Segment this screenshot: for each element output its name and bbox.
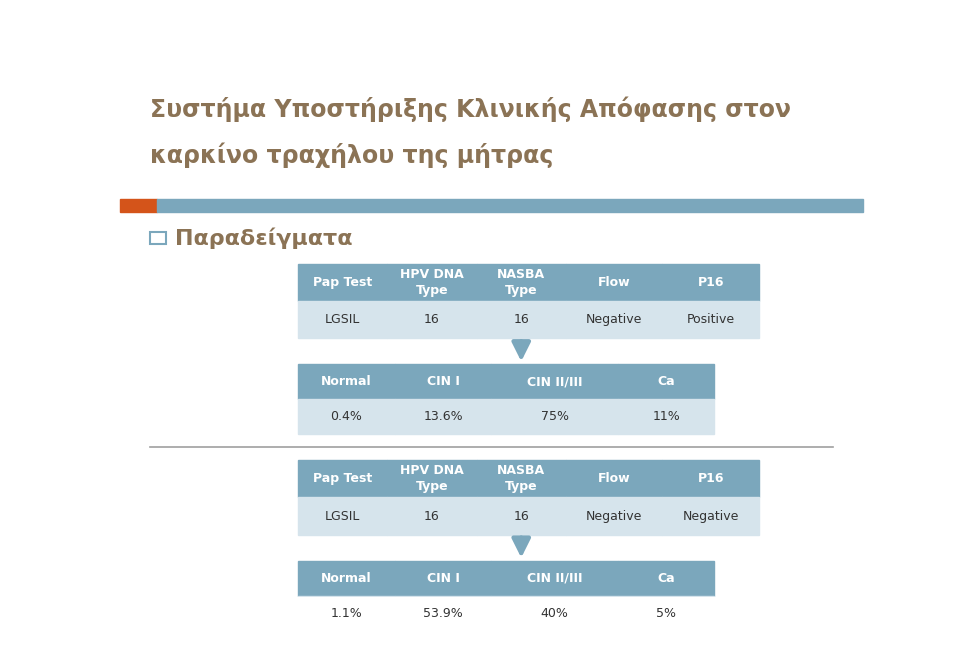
- Bar: [477, 460, 566, 497]
- Bar: [298, 596, 395, 631]
- Bar: [387, 460, 477, 497]
- Bar: [298, 460, 387, 497]
- Bar: [618, 364, 714, 399]
- Text: CIN II/III: CIN II/III: [526, 375, 582, 389]
- Text: NASBA
Type: NASBA Type: [497, 268, 546, 297]
- Text: 11%: 11%: [652, 411, 680, 423]
- Text: Pap Test: Pap Test: [314, 276, 372, 289]
- Bar: [492, 560, 618, 596]
- Text: Ca: Ca: [657, 375, 675, 389]
- Bar: [395, 596, 492, 631]
- Bar: [663, 301, 760, 338]
- Text: καρκίνο τραχήλου της μήτρας: καρκίνο τραχήλου της μήτρας: [150, 142, 553, 168]
- Text: 40%: 40%: [541, 607, 569, 620]
- Text: P16: P16: [697, 472, 724, 485]
- Bar: [395, 364, 492, 399]
- Bar: [387, 264, 477, 301]
- Text: Negative: Negative: [683, 509, 739, 523]
- Text: Normal: Normal: [321, 375, 372, 389]
- Text: Παραδείγματα: Παραδείγματα: [175, 227, 352, 249]
- Text: 16: 16: [513, 509, 529, 523]
- Bar: [120, 199, 157, 212]
- Text: 75%: 75%: [541, 411, 569, 423]
- Text: 5%: 5%: [656, 607, 676, 620]
- Bar: [395, 560, 492, 596]
- Text: Negative: Negative: [586, 313, 643, 326]
- Text: 16: 16: [424, 313, 440, 326]
- Bar: [618, 560, 714, 596]
- Text: Negative: Negative: [586, 509, 643, 523]
- Text: Flow: Flow: [597, 472, 630, 485]
- Bar: [663, 264, 760, 301]
- Text: 13.6%: 13.6%: [423, 411, 463, 423]
- Text: LGSIL: LGSIL: [325, 313, 361, 326]
- Bar: [566, 264, 663, 301]
- Text: LGSIL: LGSIL: [325, 509, 361, 523]
- Bar: [663, 460, 760, 497]
- Text: Flow: Flow: [597, 276, 630, 289]
- Text: CIN I: CIN I: [427, 375, 459, 389]
- Text: Positive: Positive: [687, 313, 735, 326]
- Text: Pap Test: Pap Test: [314, 472, 372, 485]
- Text: HPV DNA
Type: HPV DNA Type: [400, 464, 464, 493]
- Text: HPV DNA
Type: HPV DNA Type: [400, 268, 464, 297]
- Text: P16: P16: [697, 276, 724, 289]
- Text: Ca: Ca: [657, 572, 675, 584]
- Bar: [298, 560, 395, 596]
- Text: NASBA
Type: NASBA Type: [497, 464, 546, 493]
- Text: CIN II/III: CIN II/III: [526, 572, 582, 584]
- Text: Normal: Normal: [321, 572, 372, 584]
- Bar: [298, 301, 387, 338]
- Bar: [566, 497, 663, 535]
- Bar: [298, 399, 395, 434]
- Bar: [492, 364, 618, 399]
- Bar: [477, 497, 566, 535]
- Text: Συστήμα Υποστήριξης Κλινικής Απόφασης στον: Συστήμα Υποστήριξης Κλινικής Απόφασης στ…: [150, 96, 790, 121]
- Bar: [566, 301, 663, 338]
- Bar: [298, 264, 387, 301]
- Text: 16: 16: [513, 313, 529, 326]
- Bar: [157, 199, 863, 212]
- Bar: [395, 399, 492, 434]
- Bar: [618, 596, 714, 631]
- Bar: [298, 497, 387, 535]
- Bar: [387, 497, 477, 535]
- Text: 16: 16: [424, 509, 440, 523]
- Text: CIN I: CIN I: [427, 572, 459, 584]
- Bar: [298, 364, 395, 399]
- Bar: [477, 301, 566, 338]
- Bar: [492, 596, 618, 631]
- Bar: [150, 232, 166, 244]
- Bar: [387, 301, 477, 338]
- Bar: [477, 264, 566, 301]
- Text: 1.1%: 1.1%: [331, 607, 363, 620]
- Bar: [663, 497, 760, 535]
- Bar: [492, 399, 618, 434]
- Text: 53.9%: 53.9%: [423, 607, 463, 620]
- Text: 0.4%: 0.4%: [331, 411, 363, 423]
- Bar: [566, 460, 663, 497]
- Bar: [618, 399, 714, 434]
